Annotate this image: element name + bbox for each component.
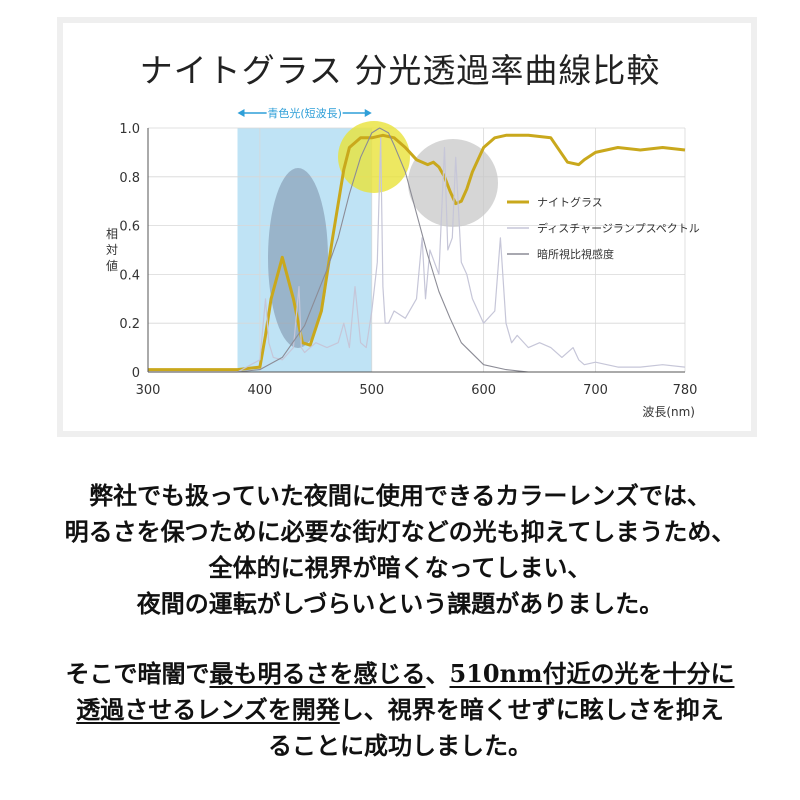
y-tick-label: 0.2 [119,317,140,332]
yellow-circle-highlight [338,121,410,193]
para2-line: 透過させるレンズを開発し、視界を暗くせずに眩しさを抑え [0,692,800,728]
y-tick-label: 0.8 [119,171,140,186]
spectral-chart: 青色光(短波長) 0 0.2 0.4 0.6 0.8 1.0 300 400 500 600 700… [106,105,700,419]
chart-title: ナイトグラス 分光透過率曲線比較 [139,51,661,90]
y-axis-label-char: 相 [106,227,118,241]
highlight-brightest: 最も明るさを感じる [209,659,426,688]
y-tick-label: 0.6 [119,220,140,235]
y-axis-label-char: 値 [106,258,118,273]
para1-line: 弊社でも扱っていた夜間に使用できるカラーレンズでは、 [89,481,711,510]
legend-label-1: ナイトグラス [537,195,603,209]
chart-panel [57,17,757,437]
para2-line: ることに成功しました。 [268,731,532,760]
highlight-510nm: 510nm付近の光を十分に [449,659,735,688]
description-text: 弊社でも扱っていた夜間に使用できるカラーレンズでは、 明るさを保つために必要な街… [0,478,800,764]
y-tick-label: 0.4 [119,268,140,283]
x-tick-label: 500 [359,383,384,398]
shadow-ellipse [268,168,328,348]
para1-line: 全体的に視界が暗くなってしまい、 [208,553,592,582]
band-label: 青色光(短波長) [267,106,342,120]
legend-label-3: 暗所視比視感度 [537,247,614,261]
para2-text: し、視界を暗くせずに眩しさを抑え [339,695,724,724]
para1-line: 明るさを保つために必要な街灯などの光も抑えてしまうため、 [64,517,736,546]
series-line-1 [148,133,686,372]
x-axis-label: 波長(nm) [642,405,695,419]
y-axis-label-char: 対 [106,243,118,257]
para1-line: 夜間の運転がしづらいという課題がありました。 [136,589,664,618]
gray-circle-highlight [408,139,498,227]
x-tick-label: 400 [247,383,272,398]
series-line-3 [148,127,596,373]
band-arrow-left-icon [237,109,245,117]
para2-line: そこで暗闇で最も明るさを感じる、510nm付近の光を十分に [0,656,800,692]
series-line-2 [148,137,686,373]
band-arrow-right-icon [364,109,372,117]
band-label-bg [266,105,343,121]
x-tick-label: 300 [136,383,161,398]
y-tick-label: 0 [132,366,140,381]
highlight-lens: 透過させるレンズを開発 [76,695,340,724]
x-tick-label: 780 [673,383,698,398]
para2-text: 、 [425,659,450,688]
x-tick-label: 600 [471,383,496,398]
y-tick-label: 1.0 [119,122,140,137]
x-tick-label: 700 [583,383,608,398]
legend-label-2: ディスチャージランプスペクトル [537,221,700,235]
para2-text: そこで暗闇で [65,659,210,688]
